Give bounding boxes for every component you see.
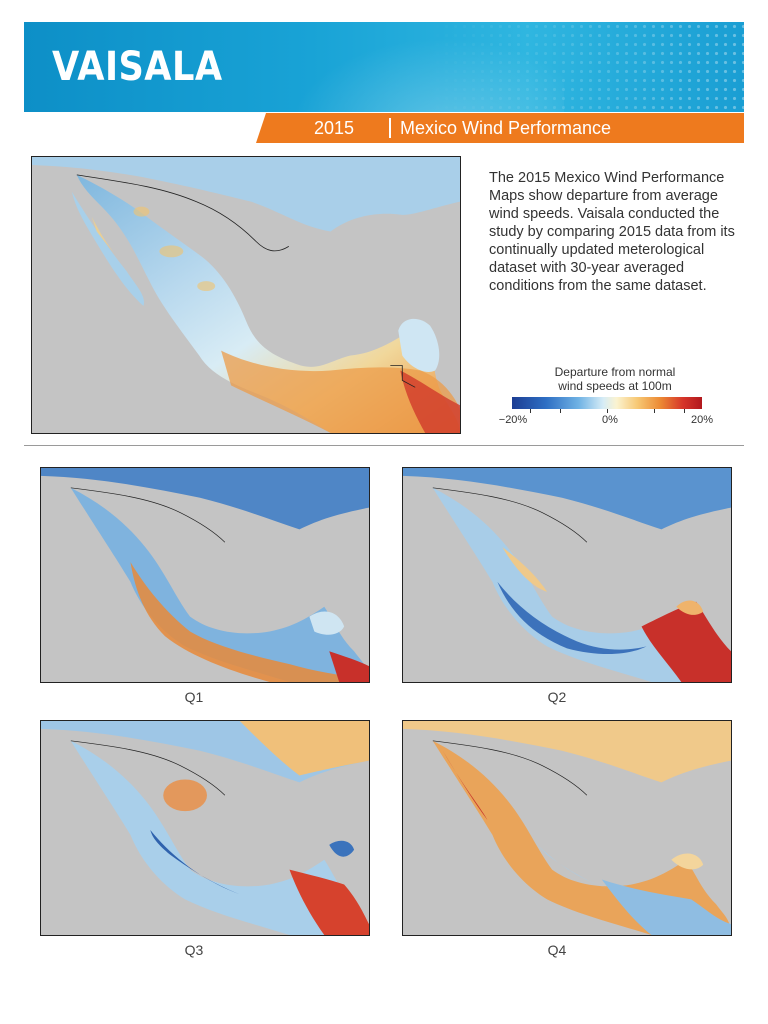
legend-tick [684,409,685,413]
q2-label: Q2 [547,689,567,705]
legend-min-label: −20% [498,414,528,426]
vaisala-logo: VAISALA [52,44,223,90]
title-separator [389,118,391,138]
q3-wind-map [40,720,370,936]
legend-mid-label: 0% [602,414,618,426]
legend-tick [654,409,655,413]
q2-wind-map [402,467,732,683]
q4-label: Q4 [547,942,567,958]
title-bar: 2015 Mexico Wind Performance [256,113,744,143]
description-text: The 2015 Mexico Wind Performance Maps sh… [489,170,735,294]
q4-map-image [403,721,731,935]
q1-map-image [41,468,369,682]
legend-tick [607,409,608,413]
report-year: 2015 [314,118,355,138]
banner-wave-decoration [264,22,564,112]
q1-wind-map [40,467,370,683]
header-banner: VAISALA [24,22,744,112]
legend-tick [530,409,531,413]
q4-wind-map [402,720,732,936]
q2-map-image [403,468,731,682]
q3-label: Q3 [184,942,204,958]
q1-label: Q1 [184,689,204,705]
section-divider [24,445,744,446]
banner-dot-pattern [424,22,744,112]
legend-title: Departure from normal wind speeds at 100… [554,365,676,393]
legend-colorbar [512,397,702,409]
legend-max-label: 20% [690,414,714,426]
annual-wind-map [31,156,461,434]
report-title: Mexico Wind Performance [400,118,612,138]
q3-map-image [41,721,369,935]
annual-map-image [32,157,460,433]
legend-tick [560,409,561,413]
